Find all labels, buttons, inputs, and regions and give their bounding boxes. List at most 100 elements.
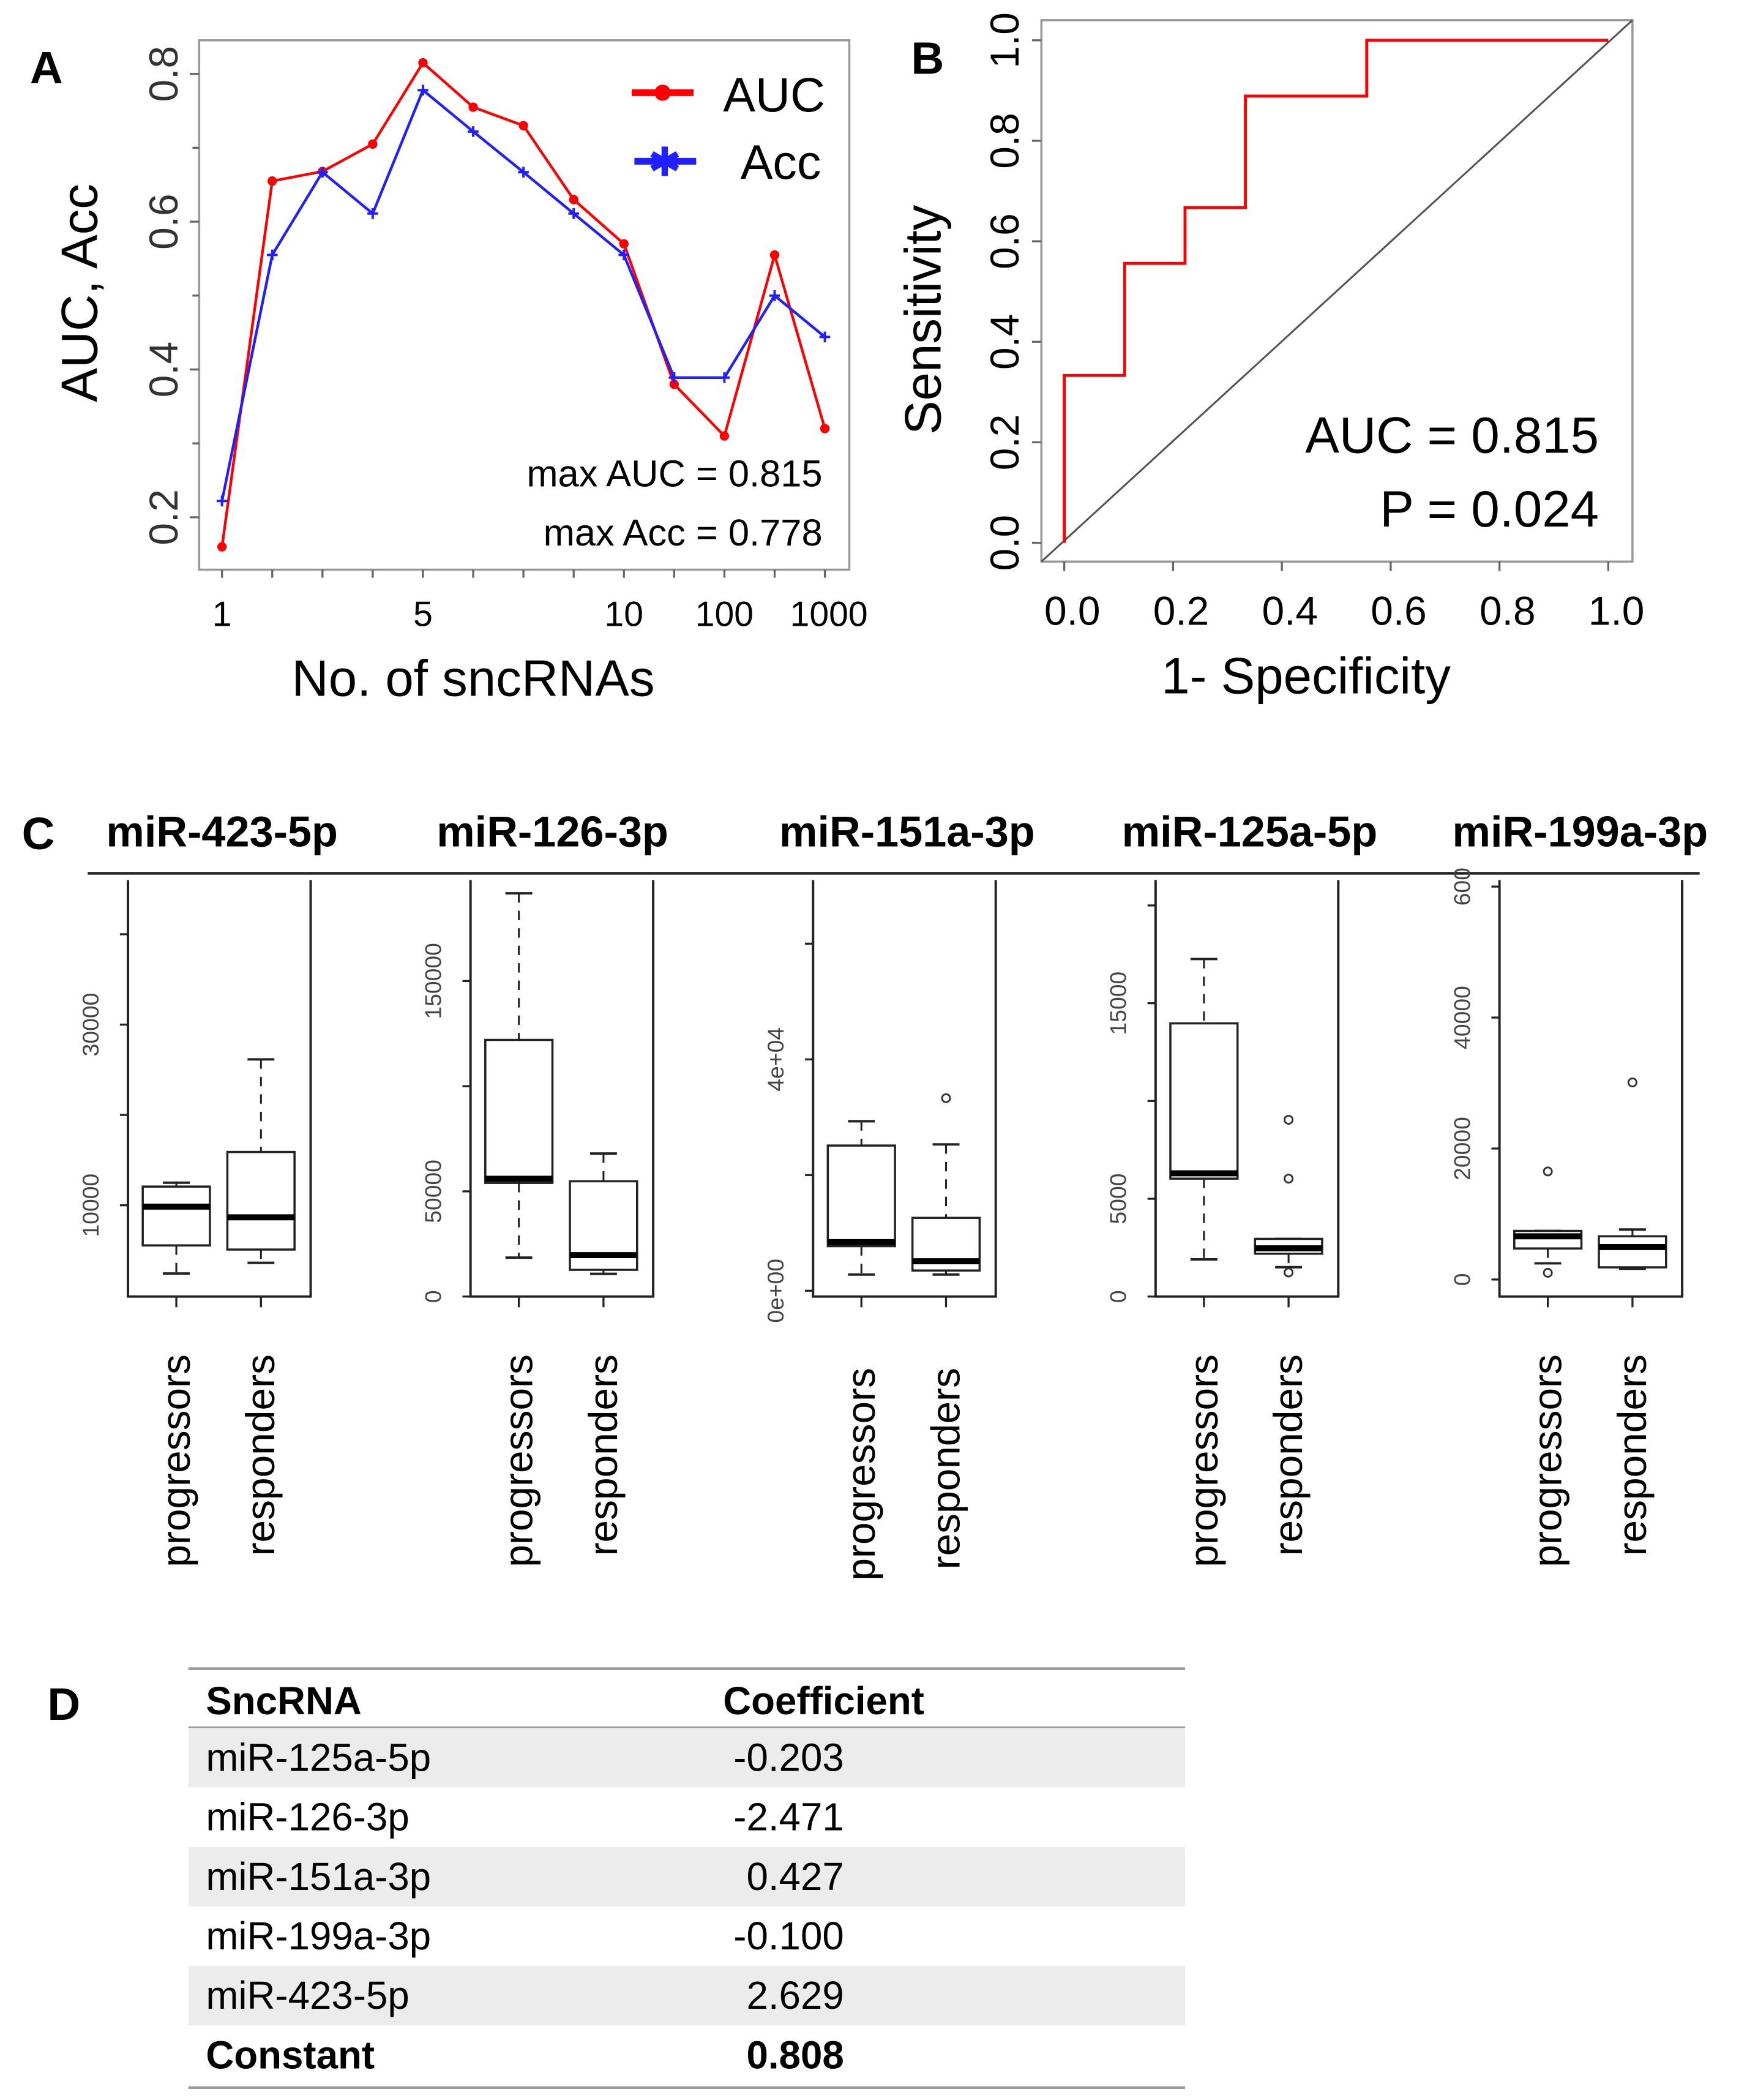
boxplot-mir-126-3p: miR-126-3p 0 50000 150000 progressors respond…: [420, 808, 668, 1567]
table-row: miR-423-5p 2.629: [188, 1965, 1186, 2026]
legend-acc-marker: ✱: [648, 139, 681, 184]
outlier-point: [1284, 1267, 1294, 1278]
cell-coefficient: -2.471: [733, 1796, 844, 1839]
row-stripe: [188, 1965, 1186, 2026]
x-tick-label: 1: [212, 595, 232, 634]
data-point-auc: [368, 139, 378, 149]
y-tick-label: 5000: [1105, 1174, 1131, 1224]
panel-label-c: C: [22, 808, 55, 859]
outlier-point: [1627, 1077, 1637, 1087]
panel-label-b: B: [911, 32, 944, 84]
outlier-point: [1543, 1166, 1553, 1177]
y-tick-label: 1.0: [982, 12, 1027, 69]
panel-a-line-chart: AUC, Acc No. of sncRNAs max AUC = 0.815 …: [51, 39, 868, 707]
boxplot-mir-423-5p: miR-423-5p 10000 30000 progressors responder…: [78, 808, 338, 1567]
cell-sncrna: miR-126-3p: [206, 1796, 409, 1839]
box-iqr: [826, 1144, 896, 1248]
data-point-acc: [266, 249, 278, 261]
boxplot-title: miR-199a-3p: [1453, 808, 1708, 856]
group-label-progressors: progressors: [838, 1368, 883, 1581]
data-point-auc: [820, 424, 830, 433]
box-iqr: [141, 1185, 211, 1247]
cell-coefficient: -0.203: [733, 1736, 844, 1779]
data-point-auc: [418, 58, 428, 68]
data-point-acc: [518, 167, 529, 178]
data-point-acc: [417, 84, 428, 96]
y-tick-label: 0.8: [982, 113, 1027, 169]
x-axis-label: No. of sncRNAs: [292, 650, 655, 707]
y-tick-label: 0.6: [982, 213, 1027, 269]
y-tick-label: 50000: [420, 1160, 446, 1223]
y-tick-label: 0.2: [141, 489, 186, 546]
data-point-acc: [317, 167, 328, 178]
cell-coefficient: 2.629: [747, 1974, 844, 2017]
data-point-auc: [669, 379, 679, 389]
table-footer-row: Constant 0.808: [206, 2033, 844, 2077]
data-point-acc: [216, 495, 228, 507]
x-tick-label: 1000: [790, 595, 868, 634]
panel-label-d: D: [47, 1678, 80, 1730]
y-tick-label: 0: [1449, 1273, 1475, 1286]
data-point-acc: [719, 372, 730, 383]
y-tick-label: 150000: [420, 943, 446, 1019]
data-point-auc: [769, 250, 780, 260]
y-tick-label: 0.2: [982, 414, 1027, 471]
y-tick-label: 20000: [1449, 1117, 1475, 1180]
panel-label-a: A: [30, 42, 63, 93]
boxplot-mir-125a-5p: miR-125a-5p 0 5000 15000 progressors responde…: [1105, 808, 1378, 1567]
box-iqr: [226, 1150, 296, 1251]
plot-frame: [469, 880, 655, 1298]
y-tick-label: 0.4: [141, 342, 186, 398]
plot-frame: [1498, 880, 1684, 1298]
p-value-annotation: P = 0.024: [1380, 481, 1599, 538]
boxplot-title: miR-125a-5p: [1122, 808, 1378, 856]
cell-sncrna: miR-125a-5p: [206, 1736, 431, 1779]
plot-frame: [812, 880, 997, 1298]
y-tick-label: 4e+04: [763, 1027, 788, 1092]
y-tick-label: 10000: [78, 1174, 103, 1237]
x-tick-label: 0.2: [1153, 588, 1210, 633]
auc-annotation: AUC = 0.815: [1305, 407, 1599, 464]
max-auc-annotation: max AUC = 0.815: [526, 452, 822, 495]
y-tick-label: 0.6: [141, 193, 186, 250]
data-point-acc: [568, 208, 579, 219]
data-point-auc: [468, 102, 478, 112]
y-tick-label: 0: [420, 1290, 446, 1303]
box-iqr: [484, 1038, 554, 1184]
panel-b-roc-curve: Sensitivity 1- Specificity AUC = 0.815 P…: [895, 12, 1645, 704]
data-point-acc: [668, 372, 680, 383]
x-tick-label: 0.4: [1262, 588, 1319, 633]
group-label-responders: responders: [238, 1354, 283, 1556]
legend-auc-label: AUC: [723, 67, 825, 122]
max-acc-annotation: max Acc = 0.778: [544, 512, 823, 554]
roc-curve: [1063, 39, 1609, 543]
data-point-acc: [367, 208, 378, 219]
x-tick-label: 1.0: [1588, 588, 1645, 633]
y-tick-label: 15000: [1105, 972, 1131, 1035]
table-row: miR-126-3p -2.471: [206, 1796, 844, 1839]
box-iqr: [1169, 1022, 1239, 1180]
data-point-auc: [569, 195, 578, 204]
y-tick-label: 0e+00: [763, 1259, 788, 1323]
outlier-point: [941, 1093, 951, 1103]
group-label-progressors: progressors: [496, 1354, 541, 1567]
data-point-acc: [819, 331, 831, 343]
legend: AUC ✱ Acc: [631, 67, 825, 189]
plot-frame: [127, 880, 312, 1298]
boxplot-title: miR-151a-3p: [779, 808, 1035, 856]
table-row: miR-151a-3p 0.427: [188, 1847, 1186, 1907]
x-tick-label: 100: [695, 595, 754, 634]
y-axis-label: Sensitivity: [895, 204, 952, 435]
data-point-auc: [217, 542, 227, 552]
plot-frame: [1154, 880, 1340, 1298]
data-point-auc: [719, 431, 730, 441]
box-iqr: [1598, 1235, 1667, 1269]
x-axis-label: 1- Specificity: [1161, 647, 1451, 704]
group-label-progressors: progressors: [1525, 1354, 1570, 1567]
data-point-acc: [769, 290, 780, 301]
cell-coefficient: -0.100: [733, 1914, 844, 1958]
diagonal-reference-line: [1041, 19, 1633, 563]
y-tick-label: 600: [1449, 868, 1475, 906]
series-line-acc: [220, 88, 826, 501]
